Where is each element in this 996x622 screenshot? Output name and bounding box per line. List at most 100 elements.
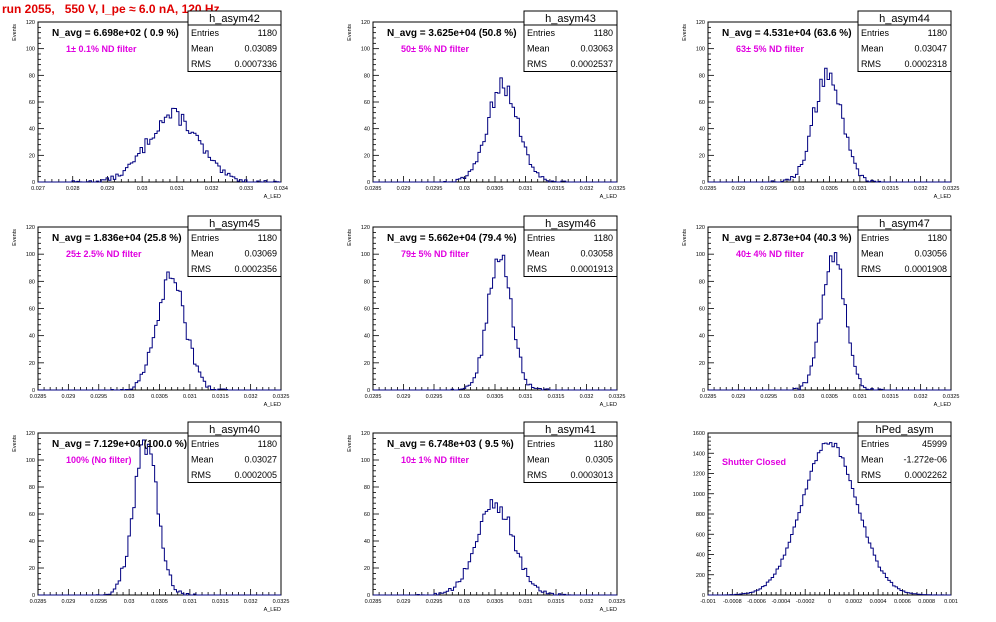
histogram-panel-h_asym44: 0.0285 0.029 0.0295 0.03 0.0305 0.031 0.0315 0.… xyxy=(682,10,960,200)
stats-entries-label: Entries xyxy=(527,233,556,243)
y-tick-label: 80 xyxy=(699,73,705,79)
y-tick-label: 0 xyxy=(702,388,705,394)
stats-box xyxy=(523,215,618,277)
y-tick-label: 40 xyxy=(29,539,35,545)
histogram-panel-h_asym41: 0.0285 0.029 0.0295 0.03 0.0305 0.031 0.0315 0.… xyxy=(347,421,625,613)
y-tick-label: 60 xyxy=(699,100,705,106)
y-tick-label: 100 xyxy=(26,47,35,53)
stats-rms-value: 0.0001913 xyxy=(570,264,613,274)
stats-rms-label: RMS xyxy=(527,59,547,69)
navg-label: N_avg = 1.836e+04 (25.8 %) xyxy=(52,233,182,244)
histogram-name: h_asym41 xyxy=(545,424,596,436)
x-tick-label: 0.0325 xyxy=(609,394,626,400)
y-tick-label: 120 xyxy=(696,20,705,26)
x-tick-label: 0.0285 xyxy=(365,599,382,605)
x-tick-label: 0.031 xyxy=(183,599,197,605)
y-tick-label: 80 xyxy=(699,279,705,285)
stats-rms-label: RMS xyxy=(527,470,547,480)
stats-box xyxy=(857,215,952,277)
y-tick-label: 20 xyxy=(699,153,705,159)
filter-label: 50± 5% ND filter xyxy=(401,44,469,54)
stats-entries-label: Entries xyxy=(861,439,890,449)
y-axis-title: Events xyxy=(682,229,688,246)
y-axis-title: Events xyxy=(12,435,18,452)
stats-rms-value: 0.0003013 xyxy=(570,470,613,480)
x-tick-label: -0.0004 xyxy=(772,599,791,605)
stats-mean-value: 0.03047 xyxy=(914,44,947,54)
x-tick-label: 0.0285 xyxy=(365,186,382,192)
x-tick-label: 0.0325 xyxy=(943,186,960,192)
x-tick-label: 0.028 xyxy=(66,186,80,192)
stats-mean-label: Mean xyxy=(527,249,550,259)
x-axis-title: A_LED xyxy=(934,402,951,408)
x-tick-label: 0.001 xyxy=(944,599,958,605)
filter-label: 63± 5% ND filter xyxy=(736,44,804,54)
histogram-series xyxy=(708,67,951,183)
y-tick-label: 20 xyxy=(364,361,370,367)
x-tick-label: 0.0315 xyxy=(548,186,565,192)
y-tick-label: 120 xyxy=(696,225,705,231)
y-tick-label: 40 xyxy=(699,127,705,133)
x-tick-label: 0.031 xyxy=(519,186,533,192)
y-tick-label: 100 xyxy=(361,252,370,258)
y-tick-label: 1200 xyxy=(693,472,705,478)
y-tick-label: 200 xyxy=(696,573,705,579)
x-tick-label: 0.031 xyxy=(170,186,184,192)
y-tick-label: 60 xyxy=(364,307,370,313)
y-tick-label: 40 xyxy=(29,334,35,340)
y-tick-label: 120 xyxy=(26,20,35,26)
histogram-panel-h_asym47: 0.0285 0.029 0.0295 0.03 0.0305 0.031 0.0315 0.… xyxy=(682,215,959,408)
stats-mean-value: 0.03056 xyxy=(914,249,947,259)
x-tick-label: 0.0305 xyxy=(151,394,168,400)
y-axis-title: Events xyxy=(347,435,353,452)
x-tick-label: 0.03 xyxy=(794,186,805,192)
stats-mean-label: Mean xyxy=(861,455,884,465)
x-tick-label: 0.0295 xyxy=(426,599,443,605)
y-tick-label: 20 xyxy=(364,153,370,159)
stats-mean-value: 0.03027 xyxy=(244,455,277,465)
x-tick-label: 0.0315 xyxy=(548,394,565,400)
x-tick-label: 0.0008 xyxy=(918,599,935,605)
stats-rms-value: 0.0002318 xyxy=(904,59,947,69)
stats-mean-value: 0.03069 xyxy=(244,249,277,259)
navg-label: N_avg = 7.129e+04 (100.0 %) xyxy=(52,439,187,450)
y-tick-label: 120 xyxy=(361,431,370,437)
stats-entries-label: Entries xyxy=(191,439,220,449)
x-tick-label: 0.032 xyxy=(914,186,928,192)
y-tick-label: 1600 xyxy=(693,431,705,437)
x-tick-label: 0.03 xyxy=(124,394,135,400)
stats-entries-label: Entries xyxy=(861,28,890,38)
histogram-name: hPed_asym xyxy=(875,424,933,436)
stats-box xyxy=(187,10,282,72)
histogram-series xyxy=(708,442,951,596)
stats-mean-value: 0.03089 xyxy=(244,44,277,54)
y-tick-label: 20 xyxy=(29,361,35,367)
histogram-name: h_asym47 xyxy=(879,218,930,230)
y-tick-label: 0 xyxy=(367,593,370,599)
y-tick-label: 120 xyxy=(26,431,35,437)
y-axis-title: Events xyxy=(12,24,18,41)
x-tick-label: -0.0008 xyxy=(723,599,742,605)
x-tick-label: 0.029 xyxy=(61,394,75,400)
y-axis-title: Events xyxy=(347,24,353,41)
x-tick-label: 0.0315 xyxy=(882,186,899,192)
y-tick-label: 60 xyxy=(364,100,370,106)
stats-entries-value: 1180 xyxy=(258,233,277,243)
stats-mean-label: Mean xyxy=(527,455,550,465)
y-tick-label: 0 xyxy=(32,388,35,394)
y-tick-label: 400 xyxy=(696,553,705,559)
y-tick-label: 40 xyxy=(699,334,705,340)
filter-label: Shutter Closed xyxy=(722,457,786,467)
y-tick-label: 80 xyxy=(364,279,370,285)
x-tick-label: 0.031 xyxy=(519,394,533,400)
x-tick-label: 0.031 xyxy=(853,186,867,192)
stats-mean-value: 0.0305 xyxy=(585,455,613,465)
x-tick-label: 0.03 xyxy=(459,394,470,400)
histogram-panel-h_asym46: 0.0285 0.029 0.0295 0.03 0.0305 0.031 0.0315 0.… xyxy=(347,215,626,408)
filter-label: 79± 5% ND filter xyxy=(401,249,469,259)
y-tick-label: 0 xyxy=(32,180,35,186)
histogram-name: h_asym43 xyxy=(545,13,596,25)
navg-label: N_avg = 2.873e+04 (40.3 %) xyxy=(722,233,852,244)
stats-mean-label: Mean xyxy=(527,44,550,54)
y-tick-label: 0 xyxy=(367,388,370,394)
